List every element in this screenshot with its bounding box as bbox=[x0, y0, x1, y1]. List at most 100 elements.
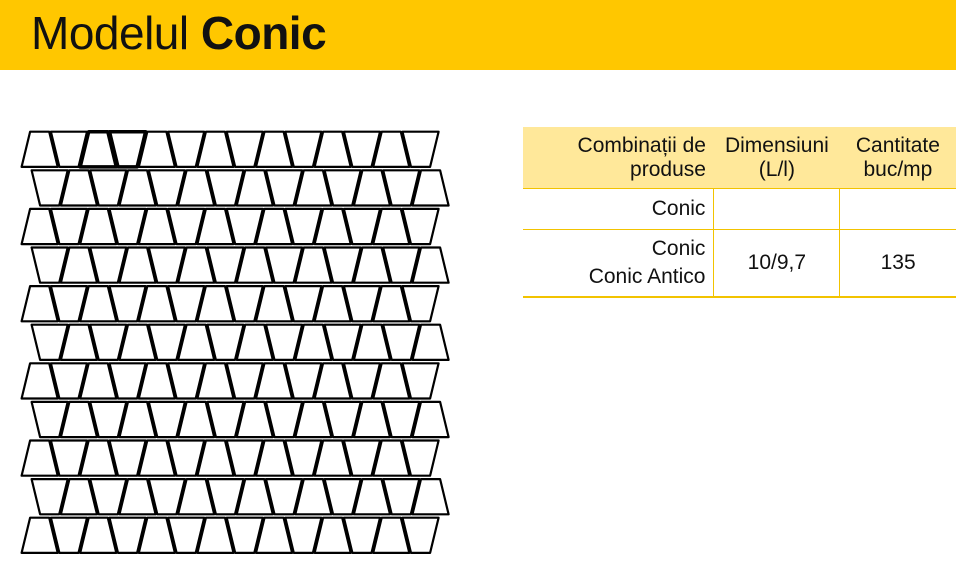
paver-block bbox=[225, 130, 264, 169]
paver-block bbox=[206, 478, 245, 516]
paver-block bbox=[372, 516, 411, 554]
paver-block bbox=[411, 400, 450, 439]
paver-block bbox=[196, 362, 235, 400]
paver-block bbox=[49, 516, 89, 554]
paver-block bbox=[284, 362, 323, 400]
paver-block bbox=[20, 130, 59, 169]
paver-block bbox=[118, 478, 157, 516]
paver-block bbox=[20, 516, 59, 554]
paver-block bbox=[30, 478, 69, 516]
paver-block bbox=[30, 323, 69, 361]
paver-block bbox=[411, 169, 450, 207]
paver-block bbox=[372, 362, 411, 400]
paver-block bbox=[206, 246, 245, 284]
paver-block bbox=[313, 439, 352, 477]
paver-block bbox=[372, 130, 411, 169]
paver-block bbox=[177, 400, 216, 439]
paver-block bbox=[30, 169, 69, 207]
paver-block bbox=[196, 207, 235, 246]
paver-block bbox=[313, 516, 352, 554]
paver-block bbox=[284, 285, 323, 323]
paver-block bbox=[254, 516, 294, 554]
paver-block bbox=[177, 169, 216, 207]
paver-block bbox=[59, 169, 99, 207]
paver-block bbox=[79, 516, 118, 554]
paver-block bbox=[196, 439, 235, 477]
paver-block bbox=[137, 285, 176, 323]
paver-block bbox=[264, 246, 304, 284]
paver-block bbox=[352, 400, 392, 439]
paver-block bbox=[352, 246, 392, 284]
paver-block bbox=[284, 207, 323, 246]
paver-block bbox=[177, 246, 216, 284]
paver-block bbox=[382, 246, 421, 284]
paver-block bbox=[59, 323, 99, 361]
paver-block bbox=[264, 169, 304, 207]
paver-block bbox=[167, 516, 206, 554]
paver-block bbox=[20, 285, 59, 323]
paver-block bbox=[49, 285, 89, 323]
paver-block bbox=[177, 323, 216, 361]
title-light: Modelul bbox=[31, 7, 189, 59]
paver-block bbox=[294, 169, 333, 207]
paver-block bbox=[59, 246, 99, 284]
paver-block bbox=[411, 323, 450, 361]
paver-block bbox=[147, 169, 186, 207]
paver-block bbox=[342, 362, 382, 400]
paver-block bbox=[342, 285, 382, 323]
paver-block bbox=[89, 323, 128, 361]
paver-block bbox=[294, 400, 333, 439]
paver-block bbox=[108, 516, 147, 554]
paver-block bbox=[284, 439, 323, 477]
paver-block bbox=[108, 285, 147, 323]
paver-block bbox=[206, 400, 245, 439]
paver-block bbox=[235, 246, 274, 284]
paver-block bbox=[225, 439, 264, 477]
paver-block bbox=[118, 169, 157, 207]
paver-block bbox=[254, 130, 294, 169]
paver-block bbox=[352, 169, 392, 207]
paver-block bbox=[294, 246, 333, 284]
paver-block bbox=[89, 246, 128, 284]
paver-block bbox=[313, 285, 352, 323]
paver-block bbox=[79, 439, 118, 477]
paver-block bbox=[352, 323, 392, 361]
paver-block bbox=[30, 246, 69, 284]
product-name: Conic Antico bbox=[588, 265, 706, 288]
paver-block bbox=[284, 516, 323, 554]
paver-block bbox=[313, 130, 352, 169]
paver-block bbox=[235, 478, 274, 516]
paver-block bbox=[323, 323, 362, 361]
paver-block bbox=[108, 362, 147, 400]
paver-block bbox=[59, 478, 99, 516]
paver-block bbox=[342, 516, 382, 554]
paver-block bbox=[401, 516, 440, 554]
paver-block bbox=[118, 323, 157, 361]
paver-block bbox=[352, 478, 392, 516]
paver-block bbox=[264, 478, 304, 516]
paver-block bbox=[254, 285, 294, 323]
paver-block bbox=[89, 478, 128, 516]
paver-block bbox=[49, 362, 89, 400]
paver-block bbox=[225, 362, 264, 400]
paver-block bbox=[167, 207, 206, 246]
paver-block bbox=[167, 130, 206, 169]
paver-block bbox=[108, 207, 147, 246]
title-banner: Modelul Conic bbox=[0, 0, 956, 70]
paver-block bbox=[147, 246, 186, 284]
paver-block bbox=[167, 285, 206, 323]
paver-block bbox=[79, 207, 118, 246]
paver-block bbox=[30, 400, 69, 439]
paver-block bbox=[79, 362, 118, 400]
paver-block bbox=[49, 207, 89, 246]
cell-product: Conic Conic Antico bbox=[523, 229, 714, 298]
paver-block bbox=[372, 207, 411, 246]
paver-block bbox=[382, 323, 421, 361]
paver-block bbox=[167, 439, 206, 477]
paver-block bbox=[20, 362, 59, 400]
paving-pattern-diagram bbox=[20, 129, 450, 554]
product-table: Combinații de produse Dimensiuni (L/l) C… bbox=[523, 127, 956, 298]
paver-block bbox=[342, 130, 382, 169]
paver-block bbox=[225, 207, 264, 246]
paver-block bbox=[49, 439, 89, 477]
